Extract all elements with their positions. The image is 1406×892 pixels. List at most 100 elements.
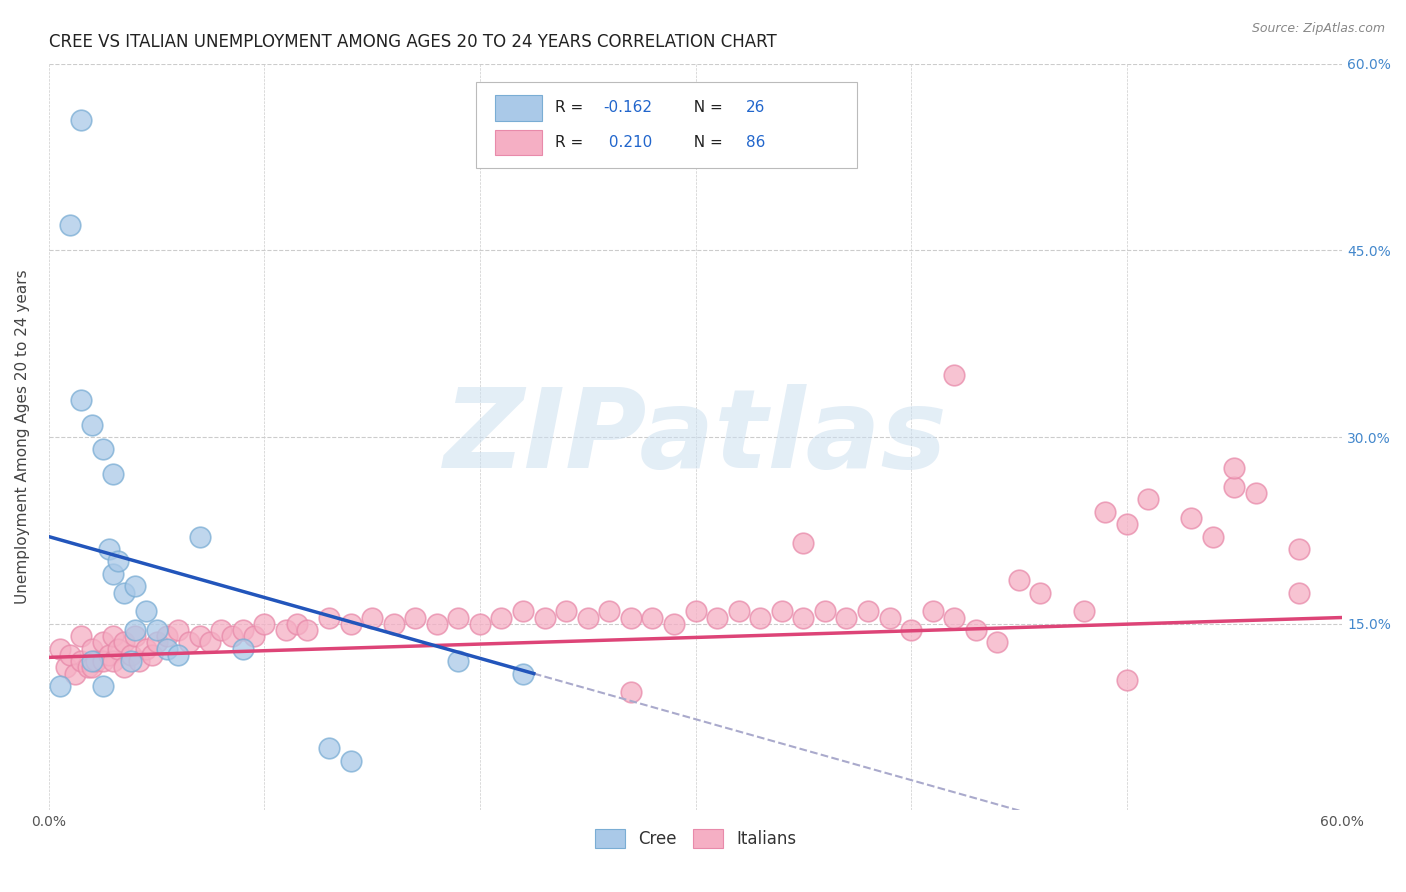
Point <box>814 604 837 618</box>
Text: 26: 26 <box>747 101 765 115</box>
Point <box>253 616 276 631</box>
Point <box>662 616 685 631</box>
Point <box>80 641 103 656</box>
Point <box>124 623 146 637</box>
Point <box>1180 511 1202 525</box>
Point <box>59 219 82 233</box>
Point <box>620 685 643 699</box>
Text: CREE VS ITALIAN UNEMPLOYMENT AMONG AGES 20 TO 24 YEARS CORRELATION CHART: CREE VS ITALIAN UNEMPLOYMENT AMONG AGES … <box>49 33 776 51</box>
Point <box>1029 585 1052 599</box>
Point <box>620 610 643 624</box>
Point <box>965 623 987 637</box>
Point <box>128 654 150 668</box>
Legend: Cree, Italians: Cree, Italians <box>588 822 803 855</box>
Point <box>145 623 167 637</box>
Point <box>177 635 200 649</box>
Point <box>318 741 340 756</box>
Point <box>76 660 98 674</box>
Text: 0.210: 0.210 <box>603 135 652 150</box>
Text: ZIPatlas: ZIPatlas <box>444 384 948 491</box>
Point <box>856 604 879 618</box>
Point <box>242 629 264 643</box>
Point <box>80 654 103 668</box>
Point <box>318 610 340 624</box>
Text: Source: ZipAtlas.com: Source: ZipAtlas.com <box>1251 22 1385 36</box>
Point <box>167 648 190 662</box>
Point <box>512 604 534 618</box>
Point <box>426 616 449 631</box>
Point <box>135 604 157 618</box>
Point <box>879 610 901 624</box>
Point <box>1202 530 1225 544</box>
Point <box>103 654 125 668</box>
Point <box>103 629 125 643</box>
Y-axis label: Unemployment Among Ages 20 to 24 years: Unemployment Among Ages 20 to 24 years <box>15 269 30 604</box>
Point <box>468 616 491 631</box>
Point <box>120 648 142 662</box>
Point <box>297 623 319 637</box>
Point <box>986 635 1008 649</box>
Point <box>1288 585 1310 599</box>
Point <box>576 610 599 624</box>
Point <box>339 754 361 768</box>
Point <box>98 648 121 662</box>
Point <box>63 666 86 681</box>
Point <box>792 536 814 550</box>
Point <box>124 579 146 593</box>
Point <box>641 610 664 624</box>
Point <box>200 635 222 649</box>
Point <box>55 660 77 674</box>
Point <box>232 641 254 656</box>
Point <box>1115 517 1137 532</box>
Point <box>145 635 167 649</box>
Point <box>404 610 426 624</box>
Point <box>70 112 93 127</box>
Point <box>48 679 70 693</box>
Point <box>103 467 125 482</box>
Text: -0.162: -0.162 <box>603 101 652 115</box>
Text: N =: N = <box>683 101 727 115</box>
Point <box>232 623 254 637</box>
Point <box>1137 492 1160 507</box>
Point <box>1244 486 1267 500</box>
Point <box>792 610 814 624</box>
Point <box>361 610 384 624</box>
Point <box>727 604 749 618</box>
Point <box>770 604 793 618</box>
Point <box>112 585 135 599</box>
Point <box>943 610 966 624</box>
Point <box>512 666 534 681</box>
Point <box>112 660 135 674</box>
Point <box>685 604 707 618</box>
Point <box>48 641 70 656</box>
Point <box>835 610 858 624</box>
Point <box>339 616 361 631</box>
FancyBboxPatch shape <box>495 129 541 155</box>
Point <box>107 641 129 656</box>
Point <box>112 635 135 649</box>
Point <box>107 554 129 568</box>
Point <box>70 392 93 407</box>
Point <box>1223 480 1246 494</box>
Point <box>124 629 146 643</box>
Point <box>70 629 93 643</box>
Text: R =: R = <box>554 101 588 115</box>
Point <box>555 604 578 618</box>
Point <box>706 610 728 624</box>
Point <box>188 530 211 544</box>
Point <box>141 648 163 662</box>
Point <box>900 623 922 637</box>
Point <box>156 641 179 656</box>
Point <box>1073 604 1095 618</box>
FancyBboxPatch shape <box>475 82 858 168</box>
Point <box>91 654 114 668</box>
Point <box>91 635 114 649</box>
Point <box>533 610 555 624</box>
Point <box>1223 461 1246 475</box>
Point <box>943 368 966 382</box>
Point <box>921 604 943 618</box>
Point <box>1115 673 1137 687</box>
Point <box>1094 505 1116 519</box>
Point <box>209 623 232 637</box>
Point <box>98 542 121 557</box>
